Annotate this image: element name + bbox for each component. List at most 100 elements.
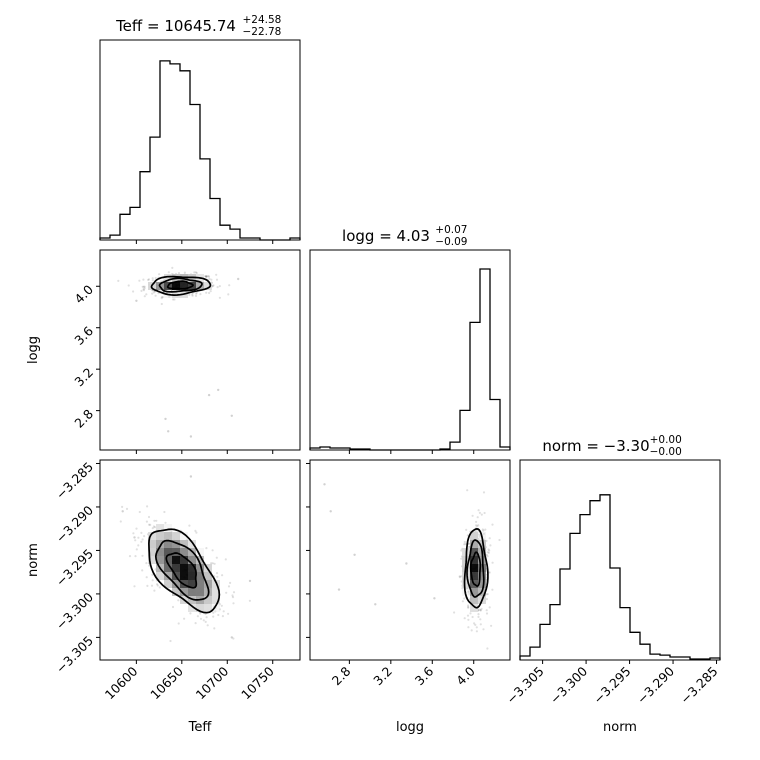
sample-point [147,515,151,519]
sample-point [215,273,218,276]
density-cell [148,556,156,564]
sample-point [482,628,485,631]
sample-point [146,584,149,588]
density-cell [204,604,212,612]
sample-point [173,298,176,301]
density-cell [196,580,204,588]
outlier-point [189,435,193,438]
sample-point [218,296,221,299]
sample-point [463,597,466,600]
sample-point [465,528,468,532]
histogram-step-line [99,60,301,241]
density-cell [180,564,188,572]
sample-point [148,523,151,526]
sample-point [205,275,208,278]
contour-line [166,280,194,290]
sample-point [161,296,164,299]
sample-point [213,562,216,565]
density-cell [204,596,212,604]
density-cell [462,580,470,588]
sample-point [479,609,482,612]
sample-point [160,302,163,306]
sample-point [479,608,482,612]
sample-point [153,589,156,592]
density-cell [180,588,188,596]
density-cell [196,588,204,596]
histogram-title-Teff: Teff = 10645.74 +24.58−22.78 [115,14,281,38]
axes-frame [99,39,301,241]
density-cell [478,572,486,580]
sample-point [216,286,219,289]
sample-point [212,615,215,618]
sample-point [156,583,159,586]
sample-point [222,610,225,613]
sample-point [134,539,137,542]
sample-point [482,491,486,494]
sample-point [227,585,231,588]
sample-point [177,599,180,602]
sample-point [467,545,471,549]
contour-line [463,528,489,609]
outlier-point [433,597,436,600]
sample-point [478,535,481,538]
sample-point [143,535,146,538]
sample-point [207,275,211,278]
sample-point [171,266,174,269]
sample-point [151,573,154,576]
sample-point [205,616,208,619]
density-cell [172,540,180,548]
density-cell [478,580,486,588]
sample-point [142,285,145,288]
sample-point [231,596,235,599]
sample-point [183,617,186,620]
sample-point [164,521,167,524]
sample-point [488,571,491,574]
sample-point [485,593,488,596]
sample-point [128,555,132,558]
sample-point [485,553,488,556]
outlier-point [121,510,124,513]
sample-point [204,275,207,278]
sample-point [134,555,137,558]
density-cell [470,588,478,596]
sample-point [477,509,480,512]
sample-point [140,289,143,292]
x-axis-label-logg: logg [396,720,424,735]
sample-point [205,291,208,294]
title-main: norm = −3.30 [542,437,649,455]
sample-point [210,562,213,565]
sample-point [195,531,198,534]
contour-line [154,539,210,601]
sample-point [466,614,470,617]
outlier-point [374,603,377,606]
sample-point [475,630,478,633]
sample-point [477,538,480,541]
sample-point [220,604,223,607]
density-cell [164,556,172,564]
sample-point [163,510,166,514]
density-cell [478,564,486,572]
density-cell [470,556,478,564]
sample-point [489,544,492,547]
density-cell [470,596,478,604]
sample-point [205,275,208,278]
sample-point [169,639,172,643]
sample-point [158,273,161,276]
sample-point [479,623,482,626]
sample-point [177,272,181,275]
sample-point [221,574,224,577]
density-cell [188,564,196,572]
title-sub: −0.09 [435,236,467,248]
sample-point [138,279,141,282]
sample-point [463,540,466,544]
density-cell [156,532,164,540]
sample-point [466,489,469,492]
title-sub: −0.00 [650,446,682,458]
outlier-point [353,553,356,556]
sample-point [232,602,235,605]
title-sub: −22.78 [243,26,282,38]
joint-panel-Teff-logg [117,266,240,438]
sample-point [125,507,129,510]
density-cell [188,580,196,588]
